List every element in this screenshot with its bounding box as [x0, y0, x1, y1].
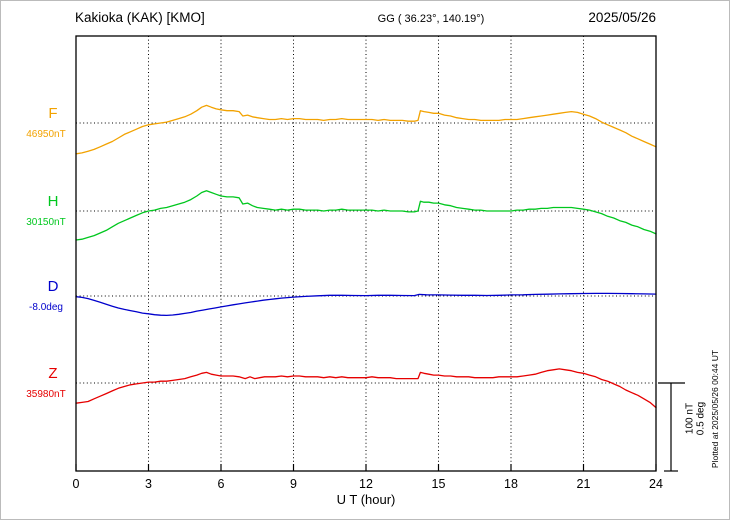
- x-tick-label: 9: [290, 477, 297, 491]
- x-tick-label: 0: [73, 477, 80, 491]
- trace-F: [75, 104, 657, 155]
- trace-Z: [75, 368, 657, 409]
- component-label-H: H: [48, 193, 59, 210]
- trace-D: [75, 292, 657, 317]
- baseline-value-Z: 35980nT: [26, 389, 65, 400]
- component-label-F: F: [48, 105, 57, 122]
- baseline-value-F: 46950nT: [26, 129, 65, 140]
- scale-label-deg: 0.5 deg: [695, 401, 707, 436]
- x-tick-label: 21: [577, 477, 591, 491]
- x-tick-label: 15: [432, 477, 446, 491]
- plotted-at-timestamp: Plotted at 2025/05/26 00:44 UT: [710, 349, 720, 469]
- station-title: Kakioka (KAK) [KMO]: [75, 10, 205, 25]
- x-axis-title: U T (hour): [336, 492, 396, 507]
- baseline-value-H: 30150nT: [26, 217, 65, 228]
- x-tick-label: 18: [504, 477, 518, 491]
- x-tick-label: 12: [359, 477, 373, 491]
- trace-H: [75, 190, 657, 241]
- x-tick-label: 6: [218, 477, 225, 491]
- geographic-coordinates: GG ( 36.23°, 140.19°): [377, 13, 485, 25]
- scale-label-nt: 100 nT: [684, 402, 696, 435]
- plot-date: 2025/05/26: [588, 10, 656, 25]
- baseline-value-D: -8.0deg: [29, 302, 63, 313]
- component-label-Z: Z: [48, 365, 57, 382]
- component-label-D: D: [48, 278, 59, 295]
- x-tick-label: 24: [649, 477, 663, 491]
- x-tick-label: 3: [145, 477, 152, 491]
- plot-frame: [75, 35, 657, 472]
